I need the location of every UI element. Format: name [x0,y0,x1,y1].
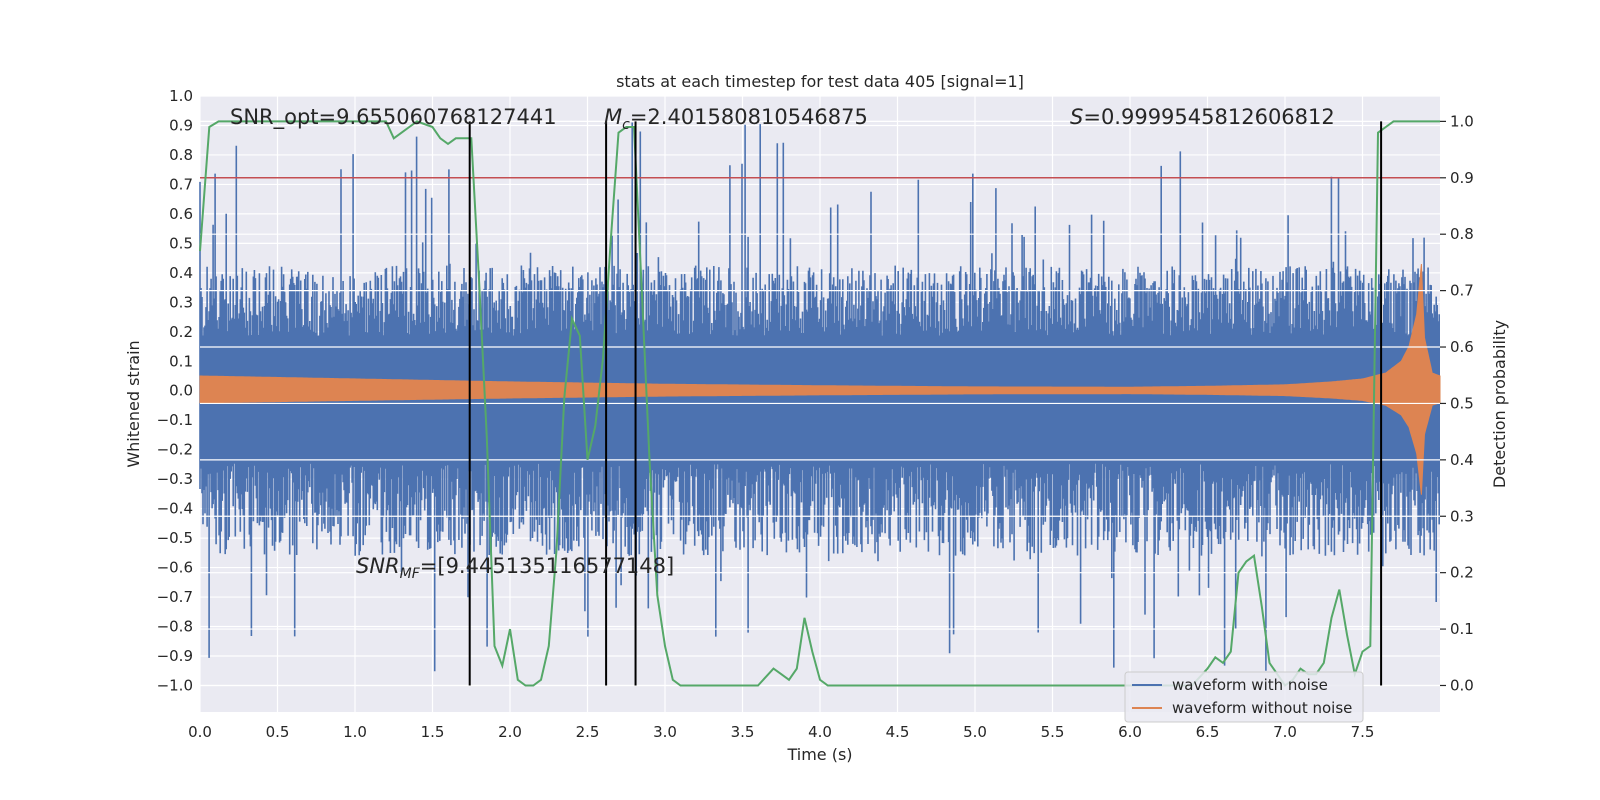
legend-label-clean: waveform without noise [1172,699,1352,717]
x-tick-label: 6.5 [1196,723,1220,741]
chirp-mass-value: =2.401580810546875 [630,105,868,129]
x-tick-label: 3.5 [731,723,755,741]
vertical-markers [468,121,1383,686]
annotation-snr-opt: SNR_opt=9.655060768127441 [230,105,557,130]
legend: waveform with noise waveform without noi… [1124,671,1364,723]
y2-tick-label: 0.7 [1450,282,1474,300]
annotation-chirp-mass: Mc=2.401580810546875 [604,105,868,133]
x-tick-label: 5.0 [963,723,987,741]
y-tick-label: 0.2 [169,323,193,341]
y-tick-label: 0.8 [169,146,193,164]
clean-waveform-trace [199,263,1441,495]
y-tick-label: −0.7 [157,588,193,606]
legend-box [1124,671,1364,723]
x-tick-label: 7.0 [1273,723,1297,741]
x-tick-label: 0.5 [266,723,290,741]
y-tick-label: −0.1 [157,411,193,429]
y-axis-ticks: −1.0 −0.9 −0.8 −0.7 −0.6 −0.5 −0.4 −0.3 −0.2 −0.1… [157,87,193,694]
y2-tick-label: 0.4 [1450,451,1474,469]
snr-mf-subscript: MF [400,566,421,582]
y-tick-label: 0.3 [169,293,193,311]
y-axis-label: Whitened strain [124,340,143,467]
chirp-mass-symbol: M [604,105,622,129]
y2-tick-label: 0.8 [1450,225,1474,243]
chirp-mass-subscript: c [622,117,630,133]
y-tick-label: 1.0 [169,87,193,105]
annotation-s: S=0.9999545812606812 [1070,105,1335,129]
y2-tick-label: 0.9 [1450,169,1474,187]
x-tick-label: 2.0 [498,723,522,741]
y-tick-label: 0.0 [169,382,193,400]
y-tick-label: −0.5 [157,529,193,547]
y-tick-label: −0.6 [157,559,193,577]
y2-tick-label: 0.3 [1450,507,1474,525]
y-tick-label: 0.7 [169,175,193,193]
x-tick-label: 1.0 [343,723,367,741]
y-tick-label: −0.2 [157,441,193,459]
y2-tick-label: 0.2 [1450,564,1474,582]
x-tick-label: 5.5 [1041,723,1065,741]
y2-tick-label: 0.5 [1450,394,1474,412]
waveform-without-noise-series [199,263,1441,495]
y-tick-label: −0.4 [157,500,193,518]
x-tick-label: 0.0 [188,723,212,741]
snr-mf-symbol: SNR [356,554,400,578]
y-tick-label: −0.3 [157,470,193,488]
legend-label-noisy: waveform with noise [1172,676,1328,694]
y-tick-label: −0.8 [157,618,193,636]
x-tick-label: 3.0 [653,723,677,741]
x-tick-label: 6.0 [1118,723,1142,741]
y2-tick-label: 0.1 [1450,620,1474,638]
snr-mf-value: =[9.445135116577148] [420,554,674,578]
x-axis-label: Time (s) [786,745,852,764]
y-tick-label: 0.4 [169,264,193,282]
x-tick-label: 4.5 [886,723,910,741]
y-tick-label: −0.9 [157,647,193,665]
s-symbol: S [1070,105,1083,129]
y-tick-label: 0.6 [169,205,193,223]
y2-tick-label: 0.6 [1450,338,1474,356]
y2-tick-label: 1.0 [1450,112,1474,130]
y2-axis-label: Detection probability [1490,320,1509,488]
y-tick-label: −1.0 [157,676,193,694]
y2-tick-label: 0.0 [1450,676,1474,694]
x-tick-label: 1.5 [421,723,445,741]
y-tick-label: 0.5 [169,234,193,252]
y-tick-label: 0.9 [169,116,193,134]
s-value: =0.9999545812606812 [1083,105,1334,129]
x-tick-label: 2.5 [576,723,600,741]
x-tick-label: 4.0 [808,723,832,741]
y2-axis-ticks: 0.0 0.1 0.2 0.3 0.4 0.5 0.6 0.7 0.8 0.9 1.0 [1440,112,1474,694]
y-tick-label: 0.1 [169,352,193,370]
x-tick-label: 7.5 [1351,723,1375,741]
chart-title: stats at each timestep for test data 405… [616,72,1024,91]
x-axis-ticks: 0.0 0.5 1.0 1.5 2.0 2.5 3.0 3.5 4.0 4.5 5.0 5.5 6.0 6… [188,723,1374,741]
annotation-snr-mf: SNRMF=[9.445135116577148] [356,554,674,582]
